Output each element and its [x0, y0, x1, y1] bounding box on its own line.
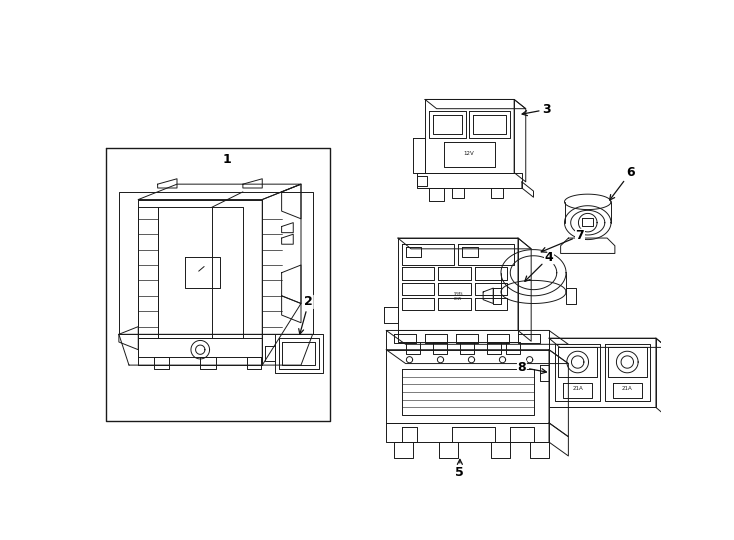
Text: TPMS
LDW: TPMS LDW — [453, 292, 462, 301]
Text: 7: 7 — [541, 230, 584, 252]
Text: 2: 2 — [299, 295, 313, 334]
Text: 4: 4 — [525, 251, 553, 281]
Text: 6: 6 — [610, 166, 635, 200]
Text: 8: 8 — [517, 361, 546, 374]
Text: 1: 1 — [223, 153, 232, 166]
Text: 3: 3 — [522, 103, 551, 116]
Text: 5: 5 — [456, 460, 464, 480]
Text: 21A: 21A — [573, 386, 583, 391]
Text: 12V: 12V — [464, 151, 475, 156]
Text: 21A: 21A — [622, 386, 633, 391]
